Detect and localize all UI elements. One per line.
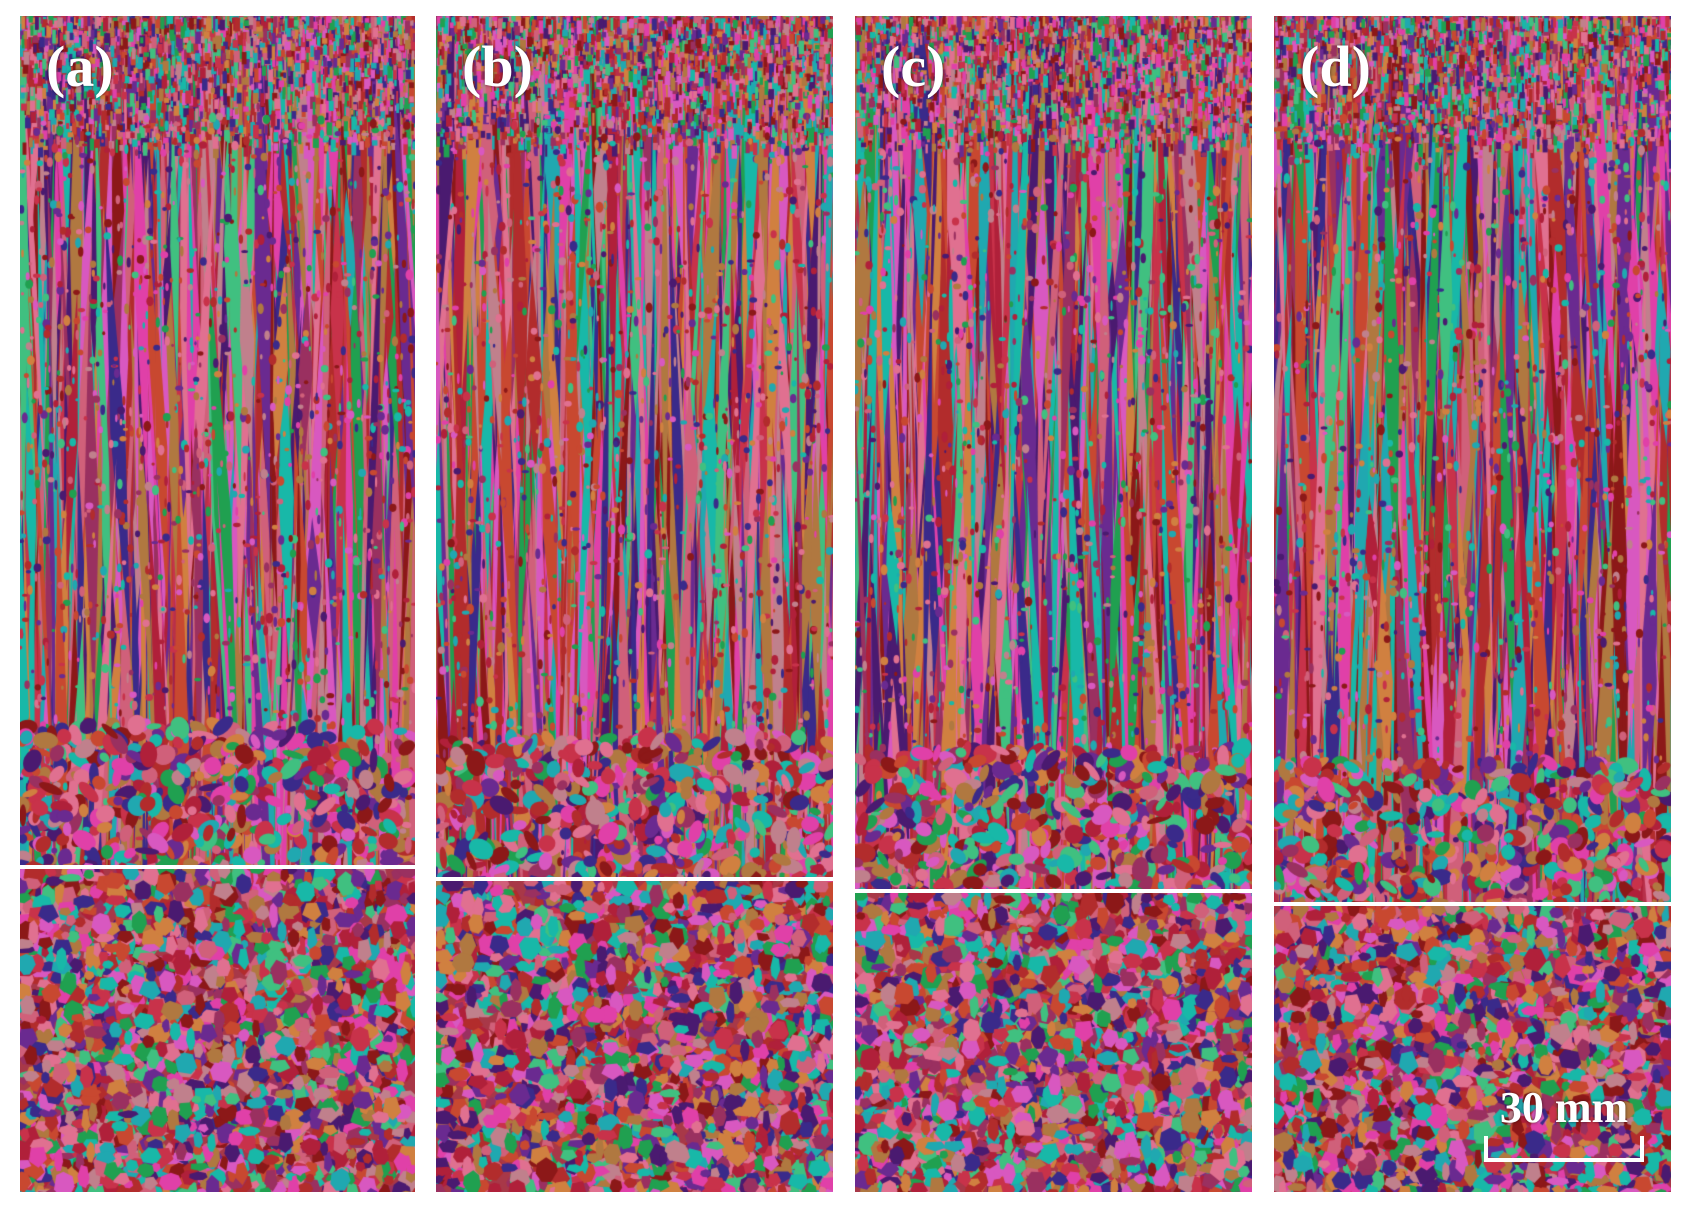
scale-bar-right-tick xyxy=(1640,1136,1644,1162)
panel-d-grain-map xyxy=(1274,16,1671,1192)
panel-b: (b) xyxy=(436,16,833,1192)
panel-b-label: (b) xyxy=(462,34,533,99)
scale-bar: 30 mm xyxy=(1484,1086,1644,1176)
panel-c: (c) xyxy=(855,16,1252,1192)
scale-bar-left-tick xyxy=(1484,1136,1488,1162)
scale-bar-line xyxy=(1484,1158,1644,1162)
panel-c-divider-line xyxy=(855,889,1252,893)
panel-b-grain-map xyxy=(436,16,833,1192)
panel-d-divider-line xyxy=(1274,902,1671,906)
panel-d-label: (d) xyxy=(1300,34,1371,99)
panel-b-divider-line xyxy=(436,877,833,881)
panel-c-grain-map xyxy=(855,16,1252,1192)
panel-d: (d) 30 mm xyxy=(1274,16,1671,1192)
panel-a-grain-map xyxy=(20,16,415,1192)
panel-a: (a) xyxy=(20,16,415,1192)
panel-a-divider-line xyxy=(20,865,415,869)
panel-a-label: (a) xyxy=(46,34,114,99)
scale-bar-label: 30 mm xyxy=(1499,1083,1629,1132)
panel-c-label: (c) xyxy=(881,34,946,99)
